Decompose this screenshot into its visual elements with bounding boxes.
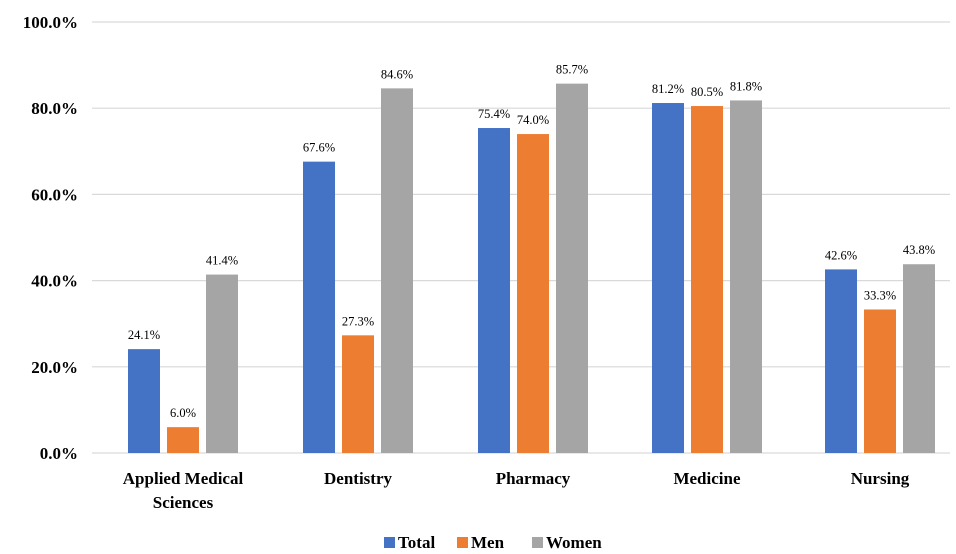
y-tick-label: 60.0%	[31, 185, 78, 204]
data-label: 43.8%	[903, 243, 935, 257]
category-label: Medicine	[673, 469, 740, 488]
data-label: 74.0%	[517, 113, 549, 127]
data-labels: 24.1% 67.6% 75.4% 81.2% 42.6% 6.0% 27.3% 74.0% 8…	[128, 63, 935, 421]
bar-men	[167, 427, 199, 453]
data-label: 75.4%	[478, 107, 510, 121]
data-label: 81.2%	[652, 82, 684, 96]
legend-label-total: Total	[398, 533, 435, 552]
y-tick-label: 0.0%	[40, 444, 78, 463]
bar-men	[342, 335, 374, 453]
legend-label-women: Women	[546, 533, 602, 552]
bar-women	[903, 264, 935, 453]
legend-swatch-total	[384, 537, 395, 548]
legend: Total Men Women	[384, 533, 602, 552]
bar-total	[652, 103, 684, 453]
data-label: 85.7%	[556, 63, 588, 77]
bar-women	[556, 83, 588, 454]
bar-women	[206, 274, 238, 453]
category-label: Nursing	[851, 469, 910, 488]
legend-label-men: Men	[471, 533, 505, 552]
bar-women	[730, 100, 762, 453]
category-label: Dentistry	[324, 469, 392, 488]
bar-total	[128, 349, 160, 453]
y-tick-label: 100.0%	[23, 13, 78, 32]
category-label: Pharmacy	[496, 469, 571, 488]
y-tick-label: 80.0%	[31, 99, 78, 118]
bars	[128, 83, 935, 454]
y-axis-tick-labels: 0.0% 20.0% 40.0% 60.0% 80.0% 100.0%	[23, 13, 78, 463]
legend-swatch-men	[457, 537, 468, 548]
data-label: 67.6%	[303, 141, 335, 155]
bar-total	[825, 269, 857, 453]
category-label: Applied Medical	[123, 469, 244, 488]
bar-men	[691, 106, 723, 454]
category-label: Sciences	[153, 493, 214, 512]
y-tick-label: 40.0%	[31, 272, 78, 291]
bar-total	[478, 128, 510, 453]
bar-men	[517, 134, 549, 453]
bar-men	[864, 309, 896, 453]
bar-total	[303, 161, 335, 454]
data-label: 42.6%	[825, 248, 857, 262]
data-label: 41.4%	[206, 254, 238, 268]
data-label: 84.6%	[381, 67, 413, 81]
y-tick-label: 20.0%	[31, 358, 78, 377]
data-label: 81.8%	[730, 79, 762, 93]
data-label: 80.5%	[691, 85, 723, 99]
data-label: 6.0%	[170, 406, 196, 420]
data-label: 24.1%	[128, 328, 160, 342]
category-labels: Applied Medical Sciences Dentistry Pharmacy…	[123, 469, 910, 512]
legend-swatch-women	[532, 537, 543, 548]
data-label: 33.3%	[864, 288, 896, 302]
bar-women	[381, 88, 413, 454]
data-label: 27.3%	[342, 314, 374, 328]
